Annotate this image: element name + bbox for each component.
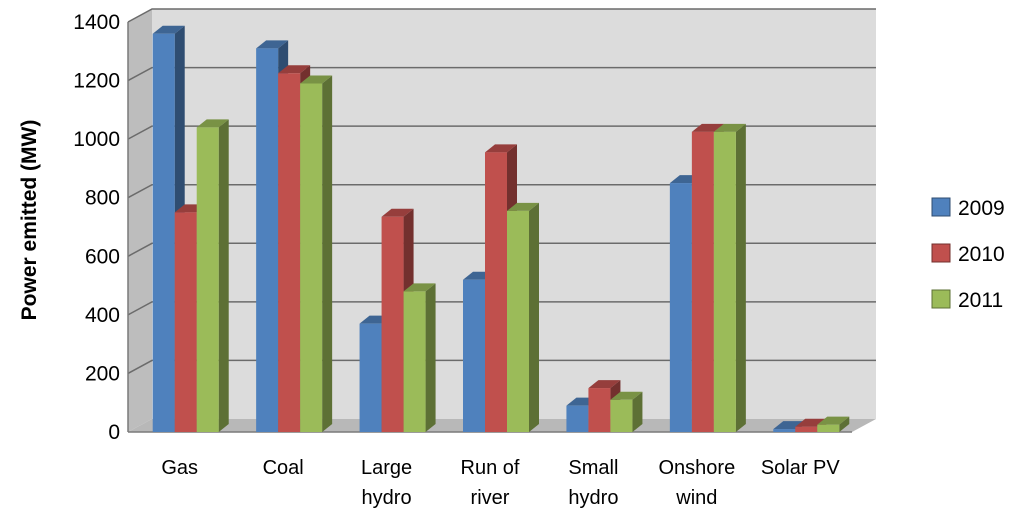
bar bbox=[713, 123, 746, 433]
bar-front bbox=[174, 212, 197, 432]
bar-top bbox=[152, 25, 185, 34]
bar-front bbox=[713, 131, 736, 433]
bar-front bbox=[795, 426, 818, 432]
bar-top bbox=[403, 283, 436, 292]
bar-front bbox=[669, 183, 692, 432]
y-tick-label: 400 bbox=[85, 304, 120, 327]
x-category-line: wind bbox=[675, 487, 717, 509]
x-category-label: Gas bbox=[161, 457, 198, 479]
bar-side bbox=[529, 202, 539, 432]
bar-side bbox=[425, 283, 436, 432]
bar-top bbox=[817, 416, 850, 425]
bar-top bbox=[300, 75, 333, 84]
bar-side bbox=[218, 119, 229, 432]
x-category-line: hydro bbox=[362, 487, 412, 509]
bar-top bbox=[610, 391, 643, 400]
legend-swatch bbox=[931, 197, 951, 217]
legend-item: 2011 bbox=[931, 289, 1003, 312]
legend-swatch bbox=[931, 243, 951, 263]
bar-front bbox=[773, 429, 796, 432]
x-category-line: Onshore bbox=[658, 457, 735, 479]
bar-front bbox=[300, 83, 323, 432]
gridline bbox=[127, 301, 876, 316]
bar-side bbox=[735, 123, 746, 433]
bar-front bbox=[152, 33, 175, 432]
legend-item: 2010 bbox=[931, 243, 1005, 266]
bar-top bbox=[485, 144, 517, 153]
x-category-label: Coal bbox=[263, 457, 304, 479]
bar-side bbox=[839, 416, 850, 432]
x-axis: Gas Coal Large hydro Run of river Small hydro On… bbox=[161, 457, 840, 509]
x-category-line: Solar PV bbox=[761, 457, 841, 479]
bar-top bbox=[691, 123, 724, 132]
bar-front bbox=[610, 399, 633, 432]
legend-label: 2011 bbox=[958, 289, 1003, 312]
x-category-line: Gas bbox=[161, 457, 198, 479]
bar bbox=[196, 119, 229, 432]
bar-front bbox=[507, 210, 529, 432]
bars bbox=[152, 25, 850, 433]
bar-front bbox=[381, 216, 404, 432]
bar bbox=[610, 391, 643, 432]
legend-swatch bbox=[931, 289, 951, 309]
y-tick-label: 800 bbox=[85, 187, 120, 210]
legend-label: 2009 bbox=[958, 197, 1005, 220]
bar-top bbox=[256, 40, 289, 49]
y-axis: 0 200 400 600 800 1000 1200 1400 bbox=[73, 11, 120, 444]
x-category-line: Small bbox=[568, 457, 618, 479]
bar-front bbox=[278, 73, 301, 432]
bar bbox=[300, 75, 333, 432]
gridline bbox=[127, 183, 876, 199]
bar-top bbox=[278, 65, 311, 74]
bar-top bbox=[507, 202, 539, 211]
x-category-line: Run of bbox=[461, 457, 520, 479]
bar-side bbox=[632, 391, 643, 432]
gridline bbox=[127, 8, 876, 23]
bar-front bbox=[485, 152, 507, 433]
bar-front bbox=[256, 48, 279, 432]
y-tick-label: 1000 bbox=[73, 128, 120, 151]
y-axis-label: Power emitted (MW) bbox=[18, 120, 41, 321]
x-category-label: Onshore wind bbox=[658, 457, 735, 509]
bar-front bbox=[817, 424, 840, 432]
bar-top bbox=[588, 380, 621, 389]
bar-front bbox=[359, 323, 382, 432]
gridline bbox=[127, 125, 876, 140]
x-category-label: Run of river bbox=[461, 457, 520, 509]
bar-front bbox=[196, 127, 219, 432]
x-category-line: Coal bbox=[263, 457, 304, 479]
legend-item: 2009 bbox=[931, 197, 1005, 220]
gridline bbox=[127, 66, 876, 82]
bar bbox=[817, 416, 850, 432]
bar-front bbox=[691, 131, 714, 433]
x-category-line: hydro bbox=[568, 487, 618, 509]
x-category-label: Small hydro bbox=[568, 457, 618, 509]
y-tick-label: 200 bbox=[85, 362, 120, 385]
gridline bbox=[127, 359, 876, 375]
y-tick-label: 600 bbox=[85, 245, 120, 268]
x-category-line: river bbox=[471, 487, 510, 509]
x-category-label: Large hydro bbox=[361, 457, 412, 509]
legend-label: 2010 bbox=[958, 243, 1005, 266]
bar bbox=[403, 283, 436, 432]
x-category-line: Large bbox=[361, 457, 412, 479]
side-wall bbox=[128, 9, 152, 432]
legend: 2009 2010 2011 bbox=[931, 197, 1005, 312]
bar-front bbox=[403, 291, 426, 432]
bar-front bbox=[588, 388, 611, 432]
bar-side bbox=[322, 75, 333, 432]
x-category-label: Solar PV bbox=[761, 457, 841, 479]
bar-top bbox=[196, 119, 229, 128]
gridline bbox=[127, 242, 876, 257]
y-tick-label: 0 bbox=[108, 421, 120, 444]
bar bbox=[507, 202, 539, 432]
y-tick-label: 1400 bbox=[73, 11, 120, 34]
bar-top bbox=[713, 123, 746, 132]
bar-top bbox=[381, 208, 414, 217]
y-tick-label: 1200 bbox=[73, 70, 120, 93]
bar-front bbox=[463, 279, 485, 432]
bar-front bbox=[566, 405, 589, 432]
